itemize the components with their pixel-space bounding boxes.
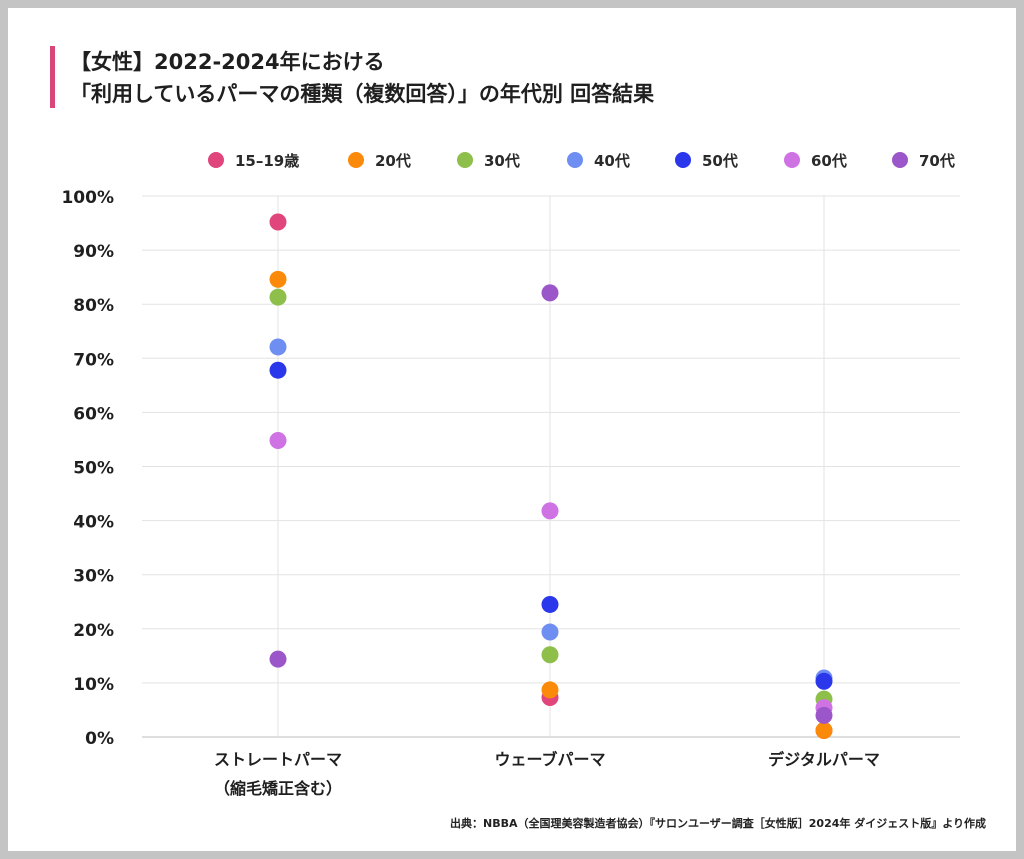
x-tick-label: （縮毛矯正含む） xyxy=(214,779,342,798)
data-point xyxy=(269,432,287,450)
legend-label: 15–19歳 xyxy=(235,151,300,170)
y-tick-label: 50% xyxy=(73,459,114,479)
legend-swatch xyxy=(784,152,800,168)
legend-item: 70代 xyxy=(892,148,955,172)
chart-title: 【女性】2022-2024年における 「利用しているパーマの種類（複数回答）」の… xyxy=(70,46,654,110)
data-point xyxy=(269,213,287,231)
x-tick-label: デジタルパーマ xyxy=(768,750,880,769)
data-point xyxy=(815,722,833,740)
legend-swatch xyxy=(457,152,473,168)
legend-item: 40代 xyxy=(567,148,630,172)
legend-label: 30代 xyxy=(484,151,520,170)
legend-item: 50代 xyxy=(675,148,738,172)
x-tick-label: ストレートパーマ xyxy=(214,750,342,769)
data-point xyxy=(269,288,287,306)
legend-label: 40代 xyxy=(594,151,630,170)
legend-item: 20代 xyxy=(348,148,411,172)
data-point xyxy=(269,361,287,379)
y-tick-label: 60% xyxy=(73,404,114,424)
data-point xyxy=(541,623,559,641)
data-point xyxy=(541,646,559,664)
chart-card: 【女性】2022-2024年における 「利用しているパーマの種類（複数回答）」の… xyxy=(8,8,1016,851)
data-point xyxy=(541,502,559,520)
y-tick-label: 70% xyxy=(73,350,114,370)
data-point xyxy=(269,650,287,668)
y-tick-label: 30% xyxy=(73,567,114,587)
data-point xyxy=(269,270,287,288)
x-tick-label: ウェーブパーマ xyxy=(494,750,605,769)
legend-label: 20代 xyxy=(375,151,411,170)
legend-label: 50代 xyxy=(702,151,738,170)
scatter-plot: 0% 10% 20% 30% 40% 50% 60% 70% 80% 90% 100% ストレートパー… xyxy=(61,188,960,798)
y-tick-label: 20% xyxy=(73,621,114,641)
legend-label: 70代 xyxy=(919,151,955,170)
source-note: 出典：NBBA（全国理美容製造者協会）『サロンユーザー調査［女性版］2024年 … xyxy=(450,817,986,830)
chart-title-line-2: 「利用しているパーマの種類（複数回答）」の年代別 回答結果 xyxy=(70,82,655,106)
data-point xyxy=(815,672,833,690)
legend-item: 15–19歳 xyxy=(208,148,299,172)
title-accent-bar xyxy=(50,46,55,108)
chart-title-line-1: 【女性】2022-2024年における xyxy=(70,50,385,74)
data-point xyxy=(269,338,287,356)
data-point xyxy=(815,706,833,724)
legend-label: 60代 xyxy=(811,151,847,170)
legend-swatch xyxy=(567,152,583,168)
data-point xyxy=(541,284,559,302)
legend-swatch xyxy=(675,152,691,168)
legend-item: 60代 xyxy=(784,148,847,172)
y-tick-label: 100% xyxy=(61,188,114,208)
y-tick-label: 10% xyxy=(73,675,114,695)
legend-item: 30代 xyxy=(457,148,520,172)
legend-swatch xyxy=(348,152,364,168)
chart-legend: 15–19歳 20代 30代 40代 50代 60代 70代 xyxy=(8,148,1016,172)
data-point xyxy=(541,681,559,699)
y-tick-label: 80% xyxy=(73,296,114,316)
legend-swatch xyxy=(208,152,224,168)
data-point xyxy=(541,595,559,613)
legend-swatch xyxy=(892,152,908,168)
y-tick-label: 90% xyxy=(73,242,114,262)
y-tick-label: 0% xyxy=(85,729,114,749)
y-tick-label: 40% xyxy=(73,513,114,533)
